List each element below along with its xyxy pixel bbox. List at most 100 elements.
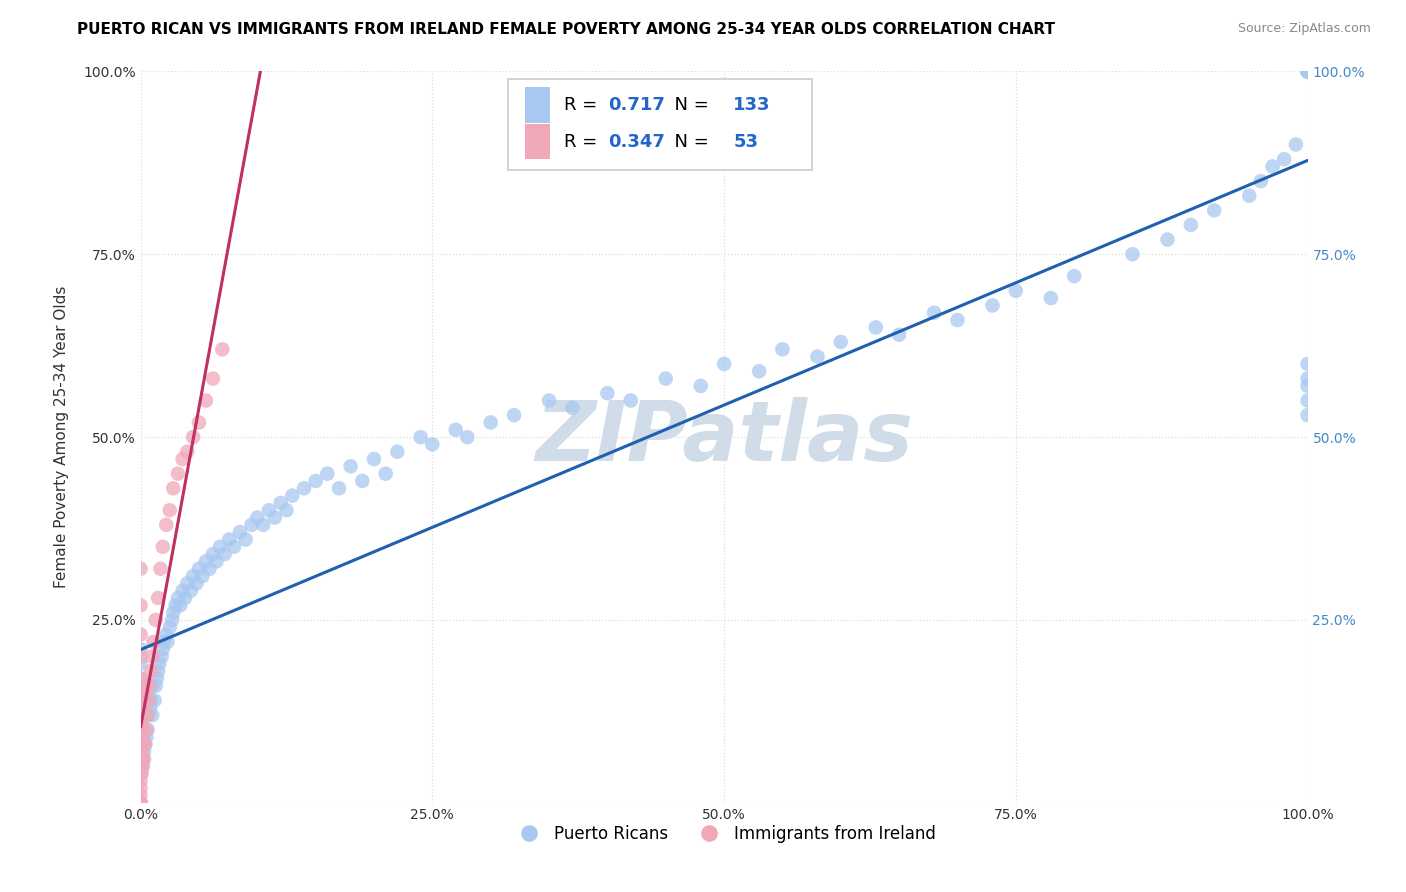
Point [143, 693, 166, 707]
Point [139, 679, 162, 693]
Point [689, 379, 711, 393]
Point [136, 723, 159, 737]
Point [135, 693, 157, 707]
Point [176, 444, 198, 458]
Point [129, 796, 152, 810]
Point [162, 481, 184, 495]
Point [479, 416, 502, 430]
Point [148, 657, 170, 671]
Point [142, 635, 165, 649]
Point [131, 723, 153, 737]
Point [263, 510, 285, 524]
Point [1296, 64, 1319, 78]
Point [132, 737, 155, 751]
Point [129, 789, 152, 803]
Point [713, 357, 735, 371]
Point [246, 510, 269, 524]
Point [409, 430, 432, 444]
Point [1156, 233, 1178, 247]
Point [131, 686, 153, 700]
Point [537, 393, 560, 408]
Point [129, 686, 152, 700]
Point [131, 700, 153, 714]
Point [830, 334, 852, 349]
Legend: Puerto Ricans, Immigrants from Ireland: Puerto Ricans, Immigrants from Ireland [505, 818, 943, 849]
Point [129, 700, 152, 714]
Point [222, 540, 245, 554]
Point [132, 730, 155, 744]
Point [1296, 64, 1319, 78]
Point [146, 591, 169, 605]
Point [1296, 64, 1319, 78]
FancyBboxPatch shape [508, 78, 811, 170]
Point [174, 591, 197, 605]
Point [132, 723, 155, 737]
Point [141, 679, 163, 693]
Point [156, 635, 179, 649]
Point [186, 576, 208, 591]
Y-axis label: Female Poverty Among 25-34 Year Olds: Female Poverty Among 25-34 Year Olds [55, 286, 69, 588]
Point [129, 730, 152, 744]
Point [167, 467, 190, 481]
Point [152, 642, 174, 657]
Point [922, 306, 945, 320]
Text: N =: N = [664, 96, 714, 114]
Point [1296, 357, 1319, 371]
Point [155, 517, 177, 532]
Point [1272, 152, 1295, 166]
Point [129, 657, 152, 671]
Point [339, 459, 361, 474]
Point [162, 606, 184, 620]
Point [167, 591, 190, 605]
Point [129, 752, 152, 766]
Point [1296, 64, 1319, 78]
Point [503, 408, 526, 422]
Point [865, 320, 887, 334]
Point [188, 562, 211, 576]
Point [129, 752, 152, 766]
Point [129, 796, 152, 810]
Point [153, 635, 176, 649]
Point [281, 489, 304, 503]
Point [328, 481, 350, 495]
Point [1296, 408, 1319, 422]
Point [155, 627, 177, 641]
Point [132, 708, 155, 723]
Point [172, 452, 194, 467]
Point [655, 371, 678, 385]
Point [129, 700, 152, 714]
Point [214, 547, 236, 561]
Point [363, 452, 385, 467]
Point [141, 649, 163, 664]
Point [129, 715, 152, 730]
Point [132, 752, 155, 766]
Point [1296, 64, 1319, 78]
Point [129, 723, 152, 737]
Point [748, 364, 770, 378]
Point [132, 693, 155, 707]
Point [191, 569, 214, 583]
Point [131, 766, 153, 780]
Point [129, 649, 152, 664]
Text: N =: N = [664, 133, 714, 151]
Point [235, 533, 257, 547]
Point [134, 693, 156, 707]
Point [146, 664, 169, 678]
Point [136, 708, 159, 723]
Point [129, 796, 152, 810]
Point [129, 599, 152, 613]
Point [1296, 371, 1319, 385]
Point [132, 759, 155, 773]
Point [1285, 137, 1308, 152]
Point [129, 627, 152, 641]
Point [620, 393, 643, 408]
Point [596, 386, 619, 401]
Point [198, 562, 221, 576]
Point [194, 554, 217, 568]
Point [129, 672, 152, 686]
Point [305, 474, 328, 488]
Point [134, 708, 156, 723]
FancyBboxPatch shape [524, 124, 550, 159]
Point [181, 430, 204, 444]
Point [135, 730, 157, 744]
